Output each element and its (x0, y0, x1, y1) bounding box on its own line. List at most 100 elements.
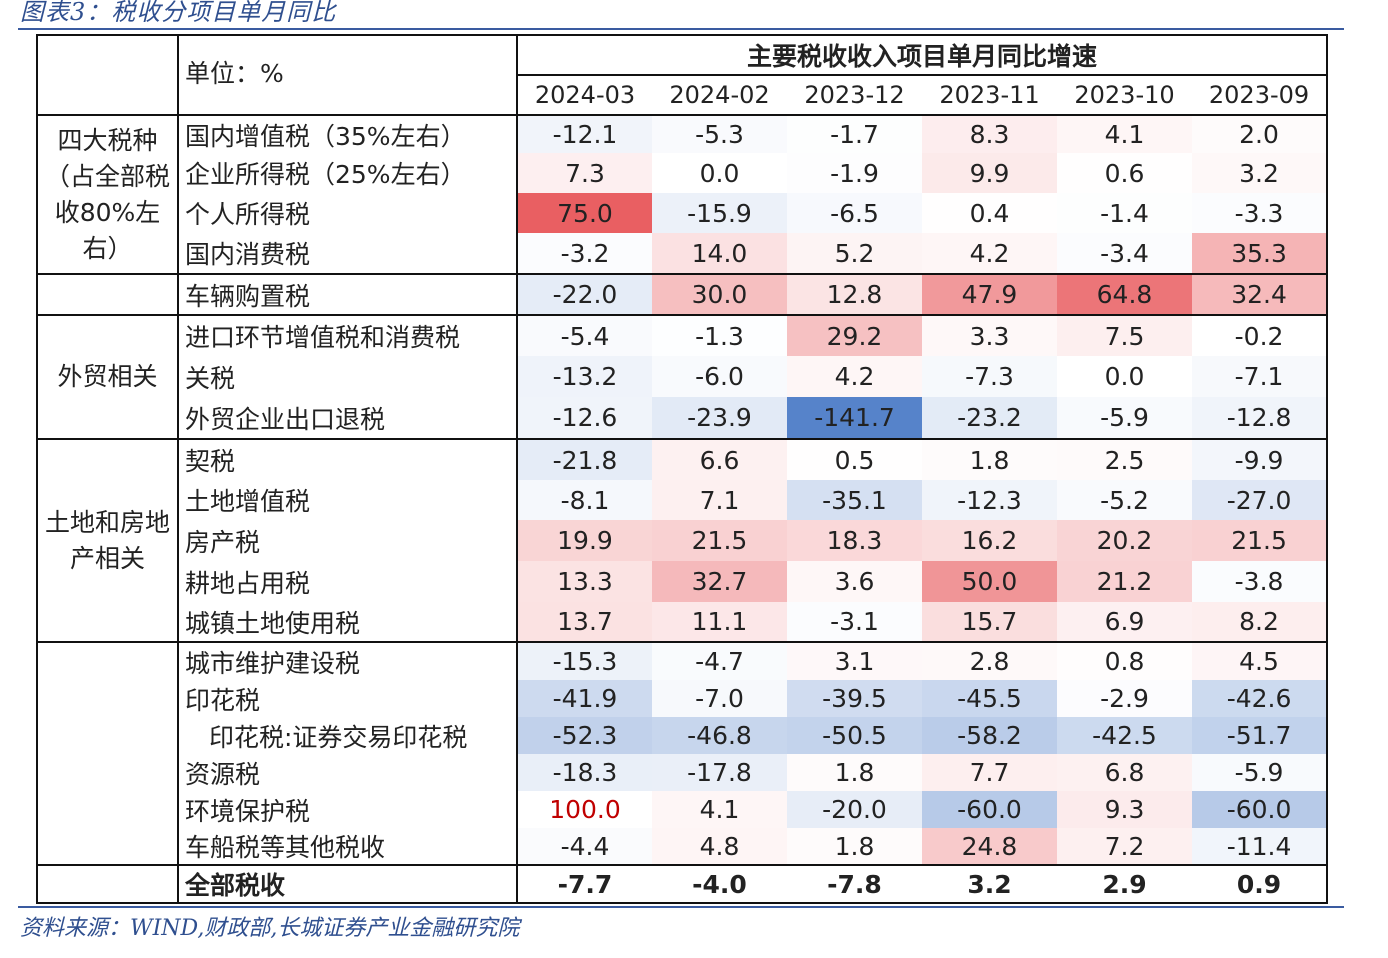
value-cell: 32.7 (652, 561, 787, 602)
value-cell: -7.1 (1192, 356, 1329, 397)
value-cell: 47.9 (922, 274, 1057, 316)
value-cell: 0.6 (1057, 153, 1192, 193)
value-cell: -15.3 (517, 642, 652, 680)
row-label: 外贸企业出口退税 (178, 397, 518, 440)
table-row: 土地和房地产相关 契税 -21.8 6.6 0.5 1.8 2.5 -9.9 (36, 439, 1329, 643)
column-header: 2024-03 (517, 75, 652, 116)
table-row: 印花税:证券交易印花税 -52.3 -46.8 -50.5 -58.2 -42.5 -51.… (37, 717, 1329, 754)
value-cell: -12.6 (517, 397, 652, 440)
value-cell: 6.9 (1057, 602, 1192, 643)
value-cell: -18.3 (517, 754, 652, 791)
value-cell: 11.1 (652, 602, 787, 643)
value-cell: -12.3 (922, 480, 1057, 520)
column-header-row: 2024-03 2024-02 2023-12 2023-11 2023-10 2023-… (37, 75, 1329, 116)
value-cell: 8.2 (1192, 602, 1329, 643)
value-cell: -3.8 (1192, 561, 1329, 602)
value-cell: -7.0 (652, 680, 787, 717)
value-cell: -45.5 (922, 680, 1057, 717)
table-row: 城市维护建设税 -15.3 -4.7 3.1 2.8 0.8 4.5 (36, 642, 1329, 866)
value-cell: 12.8 (787, 274, 922, 316)
value-cell: 2.8 (922, 642, 1057, 680)
value-cell: 2.5 (1057, 439, 1192, 480)
value-cell: -15.9 (652, 193, 787, 233)
table-row: 个人所得税 75.0 -15.9 -6.5 0.4 -1.4 -3.3 (37, 193, 1329, 233)
table-row: 企业所得税（25%左右） 7.3 0.0 -1.9 9.9 0.6 3.2 (37, 153, 1329, 193)
value-cell: -141.7 (787, 397, 922, 440)
value-cell: -3.4 (1057, 233, 1192, 275)
value-cell: 13.7 (517, 602, 652, 643)
table-row: 城镇土地使用税 13.7 11.1 -3.1 15.7 6.9 8.2 (37, 602, 1329, 643)
value-cell: -4.0 (652, 865, 787, 904)
value-cell: 0.4 (922, 193, 1057, 233)
value-cell: -35.1 (787, 480, 922, 520)
value-cell: -1.3 (652, 315, 787, 356)
value-cell: 5.2 (787, 233, 922, 275)
value-cell: -3.3 (1192, 193, 1329, 233)
value-cell: -5.4 (517, 315, 652, 356)
value-cell: -7.8 (787, 865, 922, 904)
row-label: 企业所得税（25%左右） (178, 153, 518, 193)
row-label: 车船税等其他税收 (178, 828, 518, 866)
value-cell: 35.3 (1192, 233, 1329, 275)
value-cell: 2.9 (1057, 865, 1192, 904)
value-cell: -1.7 (787, 115, 922, 153)
value-cell: -52.3 (517, 717, 652, 754)
value-cell: -23.9 (652, 397, 787, 440)
value-cell: -60.0 (922, 791, 1057, 828)
value-cell: -6.5 (787, 193, 922, 233)
value-cell: -0.2 (1192, 315, 1329, 356)
row-label: 进口环节增值税和消费税 (178, 315, 518, 356)
value-cell: -58.2 (922, 717, 1057, 754)
value-cell: 4.2 (922, 233, 1057, 275)
group-label: 外贸相关 (36, 315, 179, 440)
group-label: 四大税种（占全部税收80%左右） (36, 115, 179, 275)
value-cell: 2.0 (1192, 115, 1329, 153)
value-cell: 4.2 (787, 356, 922, 397)
value-cell: 3.3 (922, 315, 1057, 356)
value-cell: -3.1 (787, 602, 922, 643)
value-cell: 0.5 (787, 439, 922, 480)
value-cell: -13.2 (517, 356, 652, 397)
value-cell: 9.3 (1057, 791, 1192, 828)
column-header: 2024-02 (652, 75, 787, 116)
value-cell: 24.8 (922, 828, 1057, 866)
value-cell: -3.2 (517, 233, 652, 275)
column-header: 2023-09 (1192, 75, 1329, 116)
row-label: 房产税 (178, 520, 518, 561)
table-row: 关税 -13.2 -6.0 4.2 -7.3 0.0 -7.1 (37, 356, 1329, 397)
table-row: 车辆购置税 -22.0 30.0 12.8 47.9 64.8 32.4 (36, 274, 1329, 316)
value-cell: 3.2 (1192, 153, 1329, 193)
value-cell: -4.4 (517, 828, 652, 866)
value-cell: -5.9 (1057, 397, 1192, 440)
value-cell: 14.0 (652, 233, 787, 275)
group-label (36, 642, 179, 866)
row-label: 关税 (178, 356, 518, 397)
value-cell: -9.9 (1192, 439, 1329, 480)
value-cell: -42.6 (1192, 680, 1329, 717)
value-cell: 3.6 (787, 561, 922, 602)
value-cell: 21.5 (652, 520, 787, 561)
value-cell: -41.9 (517, 680, 652, 717)
value-cell: -1.4 (1057, 193, 1192, 233)
value-cell: 64.8 (1057, 274, 1192, 316)
value-cell: -11.4 (1192, 828, 1329, 866)
value-cell: 9.9 (922, 153, 1057, 193)
value-cell: 21.5 (1192, 520, 1329, 561)
row-label: 全部税收 (178, 865, 518, 904)
value-cell: -7.3 (922, 356, 1057, 397)
value-cell: -7.7 (517, 865, 652, 904)
value-cell: 100.0 (517, 791, 652, 828)
top-rule (18, 28, 1344, 30)
value-cell: -5.9 (1192, 754, 1329, 791)
value-cell: 7.3 (517, 153, 652, 193)
value-cell: -6.0 (652, 356, 787, 397)
value-cell: -4.7 (652, 642, 787, 680)
row-label: 城市维护建设税 (178, 642, 518, 680)
table-row: 四大税种（占全部税收80%左右） 国内增值税（35%左右） -12.1 -5.3 -1.… (36, 115, 1329, 275)
column-header: 2023-12 (787, 75, 922, 116)
value-cell: -5.2 (1057, 480, 1192, 520)
value-cell: 7.1 (652, 480, 787, 520)
group-label (36, 865, 179, 904)
row-label: 国内消费税 (178, 233, 518, 275)
value-cell: 8.3 (922, 115, 1057, 153)
